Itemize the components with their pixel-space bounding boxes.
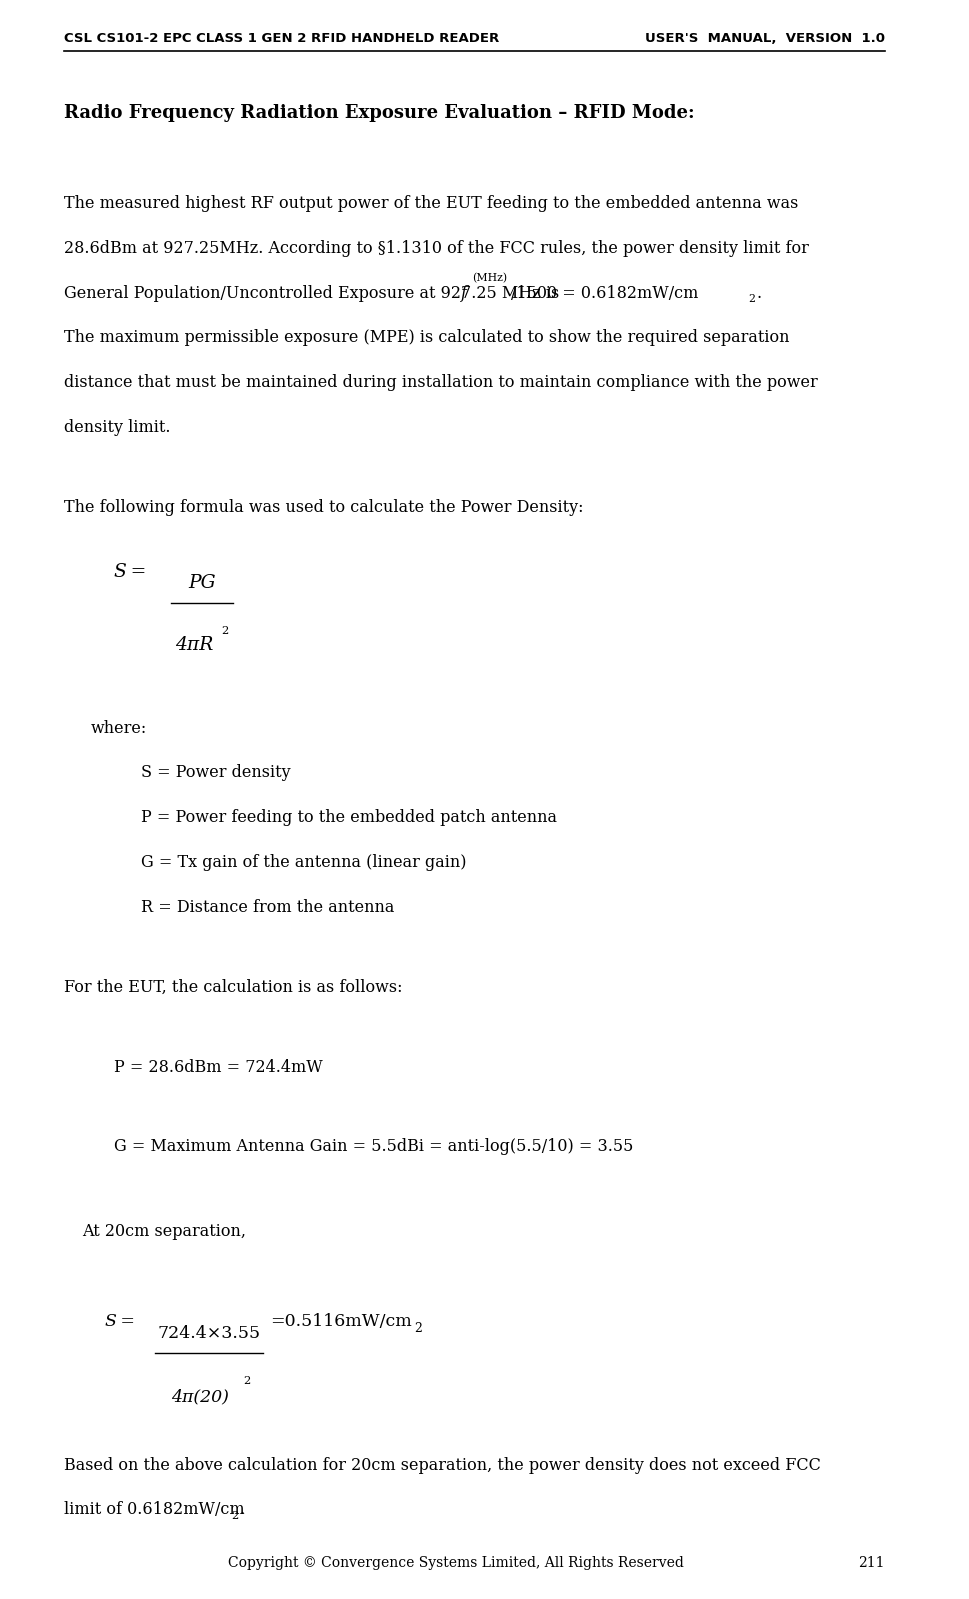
Text: /1500 = 0.6182mW/cm: /1500 = 0.6182mW/cm xyxy=(511,285,698,302)
Text: General Population/Uncontrolled Exposure at 927.25 MHz is: General Population/Uncontrolled Exposure… xyxy=(64,285,558,302)
Text: CSL CS101-2 EPC CLASS 1 GEN 2 RFID HANDHELD READER: CSL CS101-2 EPC CLASS 1 GEN 2 RFID HANDH… xyxy=(64,32,499,45)
Text: The following formula was used to calculate the Power Density:: The following formula was used to calcul… xyxy=(64,499,582,516)
Text: .: . xyxy=(756,285,761,302)
Text: 4π(20): 4π(20) xyxy=(171,1388,229,1406)
Text: 2: 2 xyxy=(243,1377,251,1386)
Text: 724.4×3.55: 724.4×3.55 xyxy=(157,1324,261,1342)
Text: The maximum permissible exposure (MPE) is calculated to show the required separa: The maximum permissible exposure (MPE) i… xyxy=(64,329,789,347)
Text: G = Tx gain of the antenna (linear gain): G = Tx gain of the antenna (linear gain) xyxy=(141,854,466,871)
Text: 2: 2 xyxy=(747,294,754,304)
Text: 28.6dBm at 927.25MHz. According to §1.1310 of the FCC rules, the power density l: 28.6dBm at 927.25MHz. According to §1.13… xyxy=(64,240,808,257)
Text: Radio Frequency Radiation Exposure Evaluation – RFID Mode:: Radio Frequency Radiation Exposure Evalu… xyxy=(64,104,694,122)
Text: At 20cm separation,: At 20cm separation, xyxy=(82,1223,246,1241)
Text: USER'S  MANUAL,  VERSION  1.0: USER'S MANUAL, VERSION 1.0 xyxy=(644,32,884,45)
Text: where:: where: xyxy=(91,720,147,737)
Text: P = 28.6dBm = 724.4mW: P = 28.6dBm = 724.4mW xyxy=(114,1059,323,1076)
Text: PG: PG xyxy=(188,574,215,592)
Text: 4πR: 4πR xyxy=(175,636,213,654)
Text: S = Power density: S = Power density xyxy=(141,764,291,782)
Text: P = Power feeding to the embedded patch antenna: P = Power feeding to the embedded patch … xyxy=(141,809,557,827)
Text: limit of 0.6182mW/cm: limit of 0.6182mW/cm xyxy=(64,1501,244,1519)
Text: G = Maximum Antenna Gain = 5.5dBi = anti-log(5.5/10) = 3.55: G = Maximum Antenna Gain = 5.5dBi = anti… xyxy=(114,1138,633,1156)
Text: distance that must be maintained during installation to maintain compliance with: distance that must be maintained during … xyxy=(64,374,817,392)
Text: Based on the above calculation for 20cm separation, the power density does not e: Based on the above calculation for 20cm … xyxy=(64,1457,820,1474)
Text: S =: S = xyxy=(114,563,146,580)
Text: S =: S = xyxy=(105,1313,135,1330)
Text: The measured highest RF output power of the EUT feeding to the embedded antenna : The measured highest RF output power of … xyxy=(64,195,797,213)
Text: (MHz): (MHz) xyxy=(471,273,506,283)
Text: f: f xyxy=(460,285,466,302)
Text: 2: 2 xyxy=(231,1511,237,1521)
Text: Copyright © Convergence Systems Limited, All Rights Reserved: Copyright © Convergence Systems Limited,… xyxy=(228,1556,683,1570)
Text: 211: 211 xyxy=(858,1556,884,1570)
Text: 2: 2 xyxy=(414,1322,422,1335)
Text: =0.5116mW/cm: =0.5116mW/cm xyxy=(269,1313,412,1330)
Text: R = Distance from the antenna: R = Distance from the antenna xyxy=(141,899,394,916)
Text: For the EUT, the calculation is as follows:: For the EUT, the calculation is as follo… xyxy=(64,979,402,996)
Text: 2: 2 xyxy=(222,627,229,636)
Text: .: . xyxy=(238,1501,244,1519)
Text: density limit.: density limit. xyxy=(64,419,171,437)
